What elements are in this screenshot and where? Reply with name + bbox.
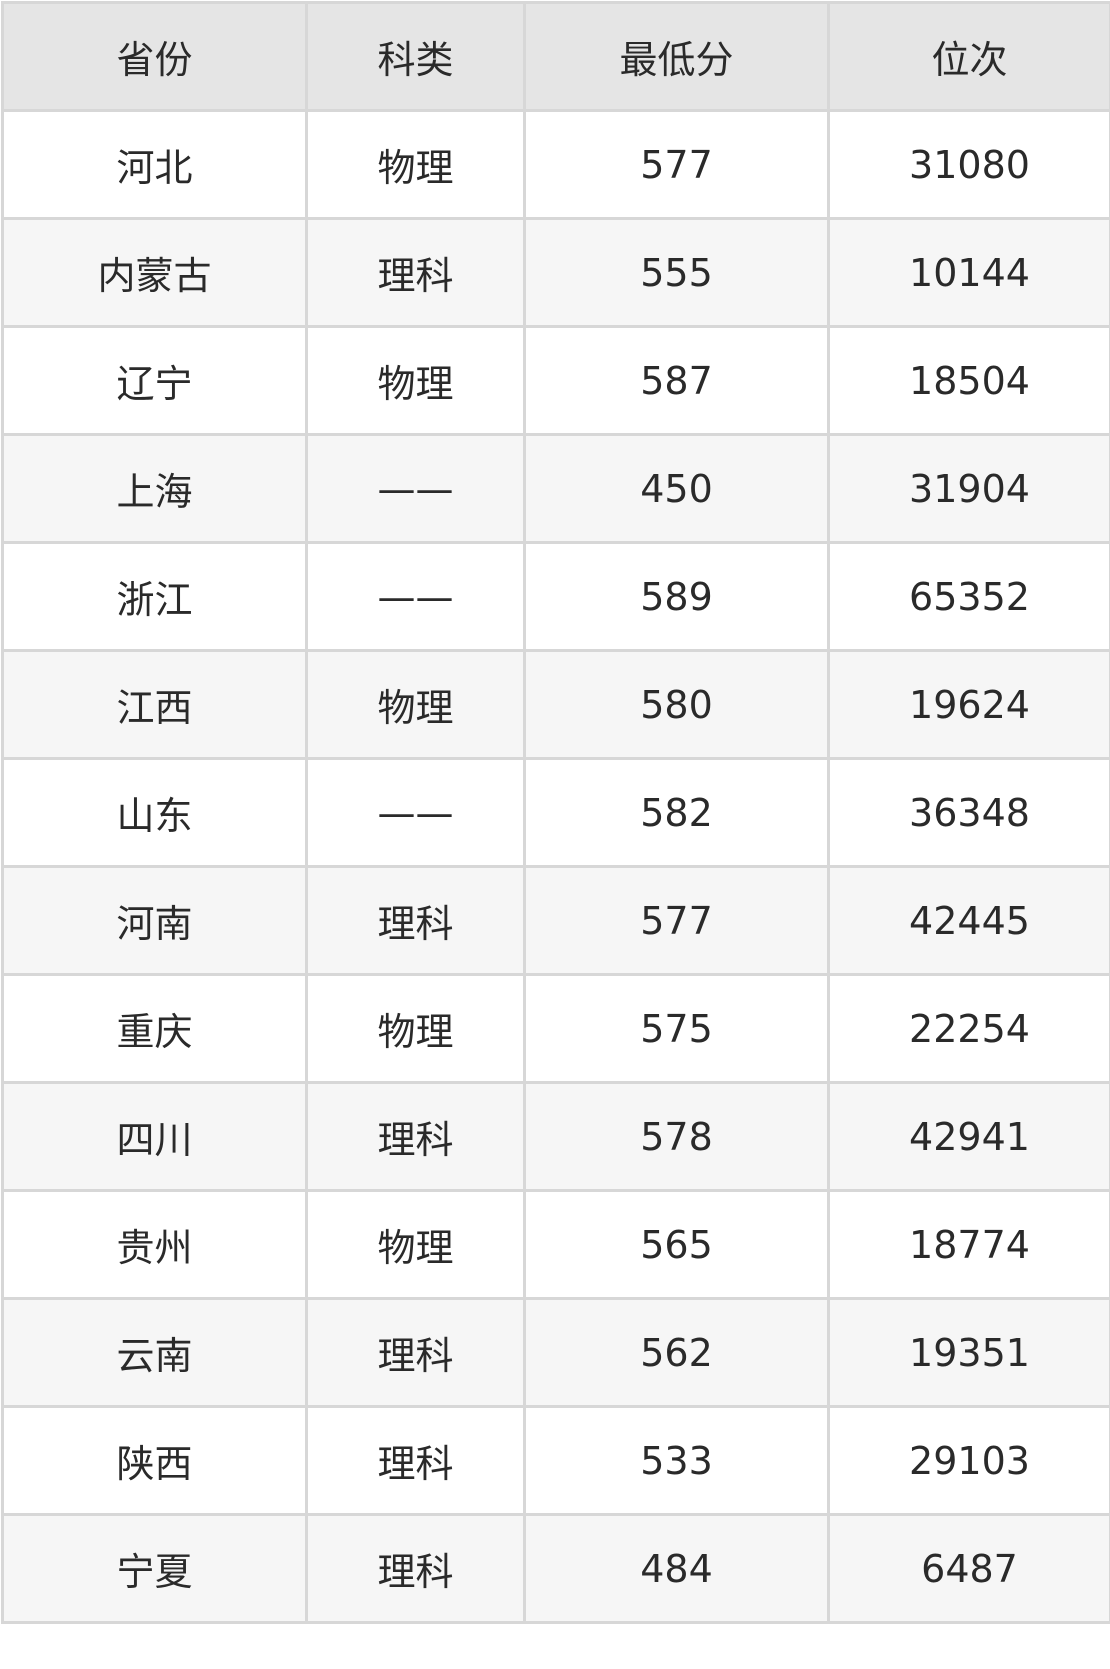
min-score-cell: 589 bbox=[525, 543, 829, 651]
subject-cell: 理科 bbox=[307, 1299, 525, 1407]
province-cell: 河南 bbox=[3, 867, 307, 975]
min-score-cell: 565 bbox=[525, 1191, 829, 1299]
subject-cell: 物理 bbox=[307, 327, 525, 435]
rank-cell: 6487 bbox=[829, 1515, 1110, 1623]
min-score-cell: 577 bbox=[525, 867, 829, 975]
province-cell: 河北 bbox=[3, 111, 307, 219]
subject-cell: 理科 bbox=[307, 1515, 525, 1623]
min-score-cell: 577 bbox=[525, 111, 829, 219]
subject-cell: 物理 bbox=[307, 111, 525, 219]
province-cell: 浙江 bbox=[3, 543, 307, 651]
header-min-score: 最低分 bbox=[525, 3, 829, 111]
province-cell: 云南 bbox=[3, 1299, 307, 1407]
subject-cell: 理科 bbox=[307, 1083, 525, 1191]
province-cell: 山东 bbox=[3, 759, 307, 867]
province-cell: 贵州 bbox=[3, 1191, 307, 1299]
subject-cell: 理科 bbox=[307, 219, 525, 327]
subject-cell: 理科 bbox=[307, 867, 525, 975]
rank-cell: 18504 bbox=[829, 327, 1110, 435]
province-cell: 四川 bbox=[3, 1083, 307, 1191]
header-subject: 科类 bbox=[307, 3, 525, 111]
province-cell: 上海 bbox=[3, 435, 307, 543]
subject-cell: —— bbox=[307, 435, 525, 543]
min-score-cell: 450 bbox=[525, 435, 829, 543]
min-score-cell: 578 bbox=[525, 1083, 829, 1191]
min-score-cell: 580 bbox=[525, 651, 829, 759]
min-score-cell: 533 bbox=[525, 1407, 829, 1515]
min-score-cell: 555 bbox=[525, 219, 829, 327]
rank-cell: 42941 bbox=[829, 1083, 1110, 1191]
subject-cell: —— bbox=[307, 759, 525, 867]
min-score-cell: 484 bbox=[525, 1515, 829, 1623]
min-score-cell: 575 bbox=[525, 975, 829, 1083]
rank-cell: 22254 bbox=[829, 975, 1110, 1083]
province-cell: 重庆 bbox=[3, 975, 307, 1083]
rank-cell: 19624 bbox=[829, 651, 1110, 759]
rank-cell: 19351 bbox=[829, 1299, 1110, 1407]
province-cell: 江西 bbox=[3, 651, 307, 759]
rank-cell: 10144 bbox=[829, 219, 1110, 327]
province-cell: 辽宁 bbox=[3, 327, 307, 435]
rank-cell: 31904 bbox=[829, 435, 1110, 543]
province-cell: 陕西 bbox=[3, 1407, 307, 1515]
province-cell: 内蒙古 bbox=[3, 219, 307, 327]
header-province: 省份 bbox=[3, 3, 307, 111]
subject-cell: 物理 bbox=[307, 975, 525, 1083]
min-score-cell: 582 bbox=[525, 759, 829, 867]
rank-cell: 65352 bbox=[829, 543, 1110, 651]
subject-cell: 物理 bbox=[307, 1191, 525, 1299]
subject-cell: 理科 bbox=[307, 1407, 525, 1515]
rank-cell: 36348 bbox=[829, 759, 1110, 867]
rank-cell: 29103 bbox=[829, 1407, 1110, 1515]
min-score-cell: 587 bbox=[525, 327, 829, 435]
province-cell: 宁夏 bbox=[3, 1515, 307, 1623]
header-rank: 位次 bbox=[829, 3, 1110, 111]
rank-cell: 18774 bbox=[829, 1191, 1110, 1299]
table-header-row: 省份 科类 最低分 位次 bbox=[3, 3, 1110, 111]
min-score-cell: 562 bbox=[525, 1299, 829, 1407]
rank-cell: 31080 bbox=[829, 111, 1110, 219]
rank-cell: 42445 bbox=[829, 867, 1110, 975]
subject-cell: —— bbox=[307, 543, 525, 651]
subject-cell: 物理 bbox=[307, 651, 525, 759]
